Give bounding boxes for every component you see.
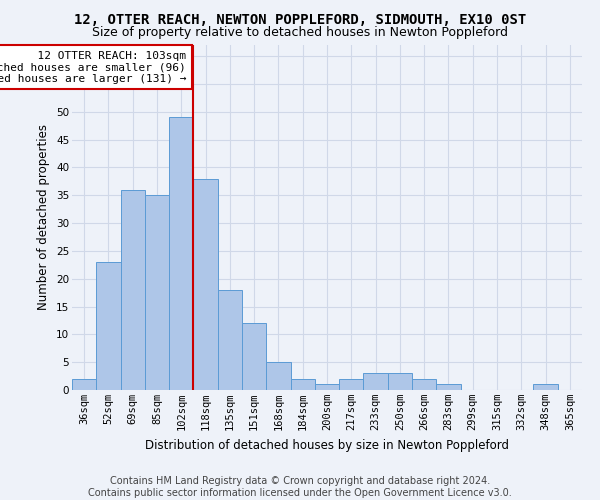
Bar (121, 190, 145, 390)
Bar (339, 379, 364, 390)
X-axis label: Distribution of detached houses by size in Newton Poppleford: Distribution of detached houses by size … (145, 438, 509, 452)
Text: Contains HM Land Registry data © Crown copyright and database right 2024.
Contai: Contains HM Land Registry data © Crown c… (88, 476, 512, 498)
Bar (193, 178, 218, 390)
Bar (290, 379, 315, 390)
Bar (266, 362, 290, 390)
Text: 12 OTTER REACH: 103sqm
← 41% of detached houses are smaller (96)
56% of semi-det: 12 OTTER REACH: 103sqm ← 41% of detached… (0, 50, 186, 84)
Bar (169, 118, 193, 390)
Bar (242, 323, 266, 390)
Bar (412, 379, 436, 390)
Bar (315, 384, 339, 390)
Bar (364, 374, 388, 390)
Bar (145, 195, 169, 390)
Y-axis label: Number of detached properties: Number of detached properties (37, 124, 50, 310)
Bar (72, 379, 96, 390)
Bar (388, 374, 412, 390)
Bar (436, 384, 461, 390)
Bar (533, 384, 558, 390)
Text: 12, OTTER REACH, NEWTON POPPLEFORD, SIDMOUTH, EX10 0ST: 12, OTTER REACH, NEWTON POPPLEFORD, SIDM… (74, 12, 526, 26)
Bar (218, 290, 242, 390)
Bar (96, 262, 121, 390)
Text: Size of property relative to detached houses in Newton Poppleford: Size of property relative to detached ho… (92, 26, 508, 39)
